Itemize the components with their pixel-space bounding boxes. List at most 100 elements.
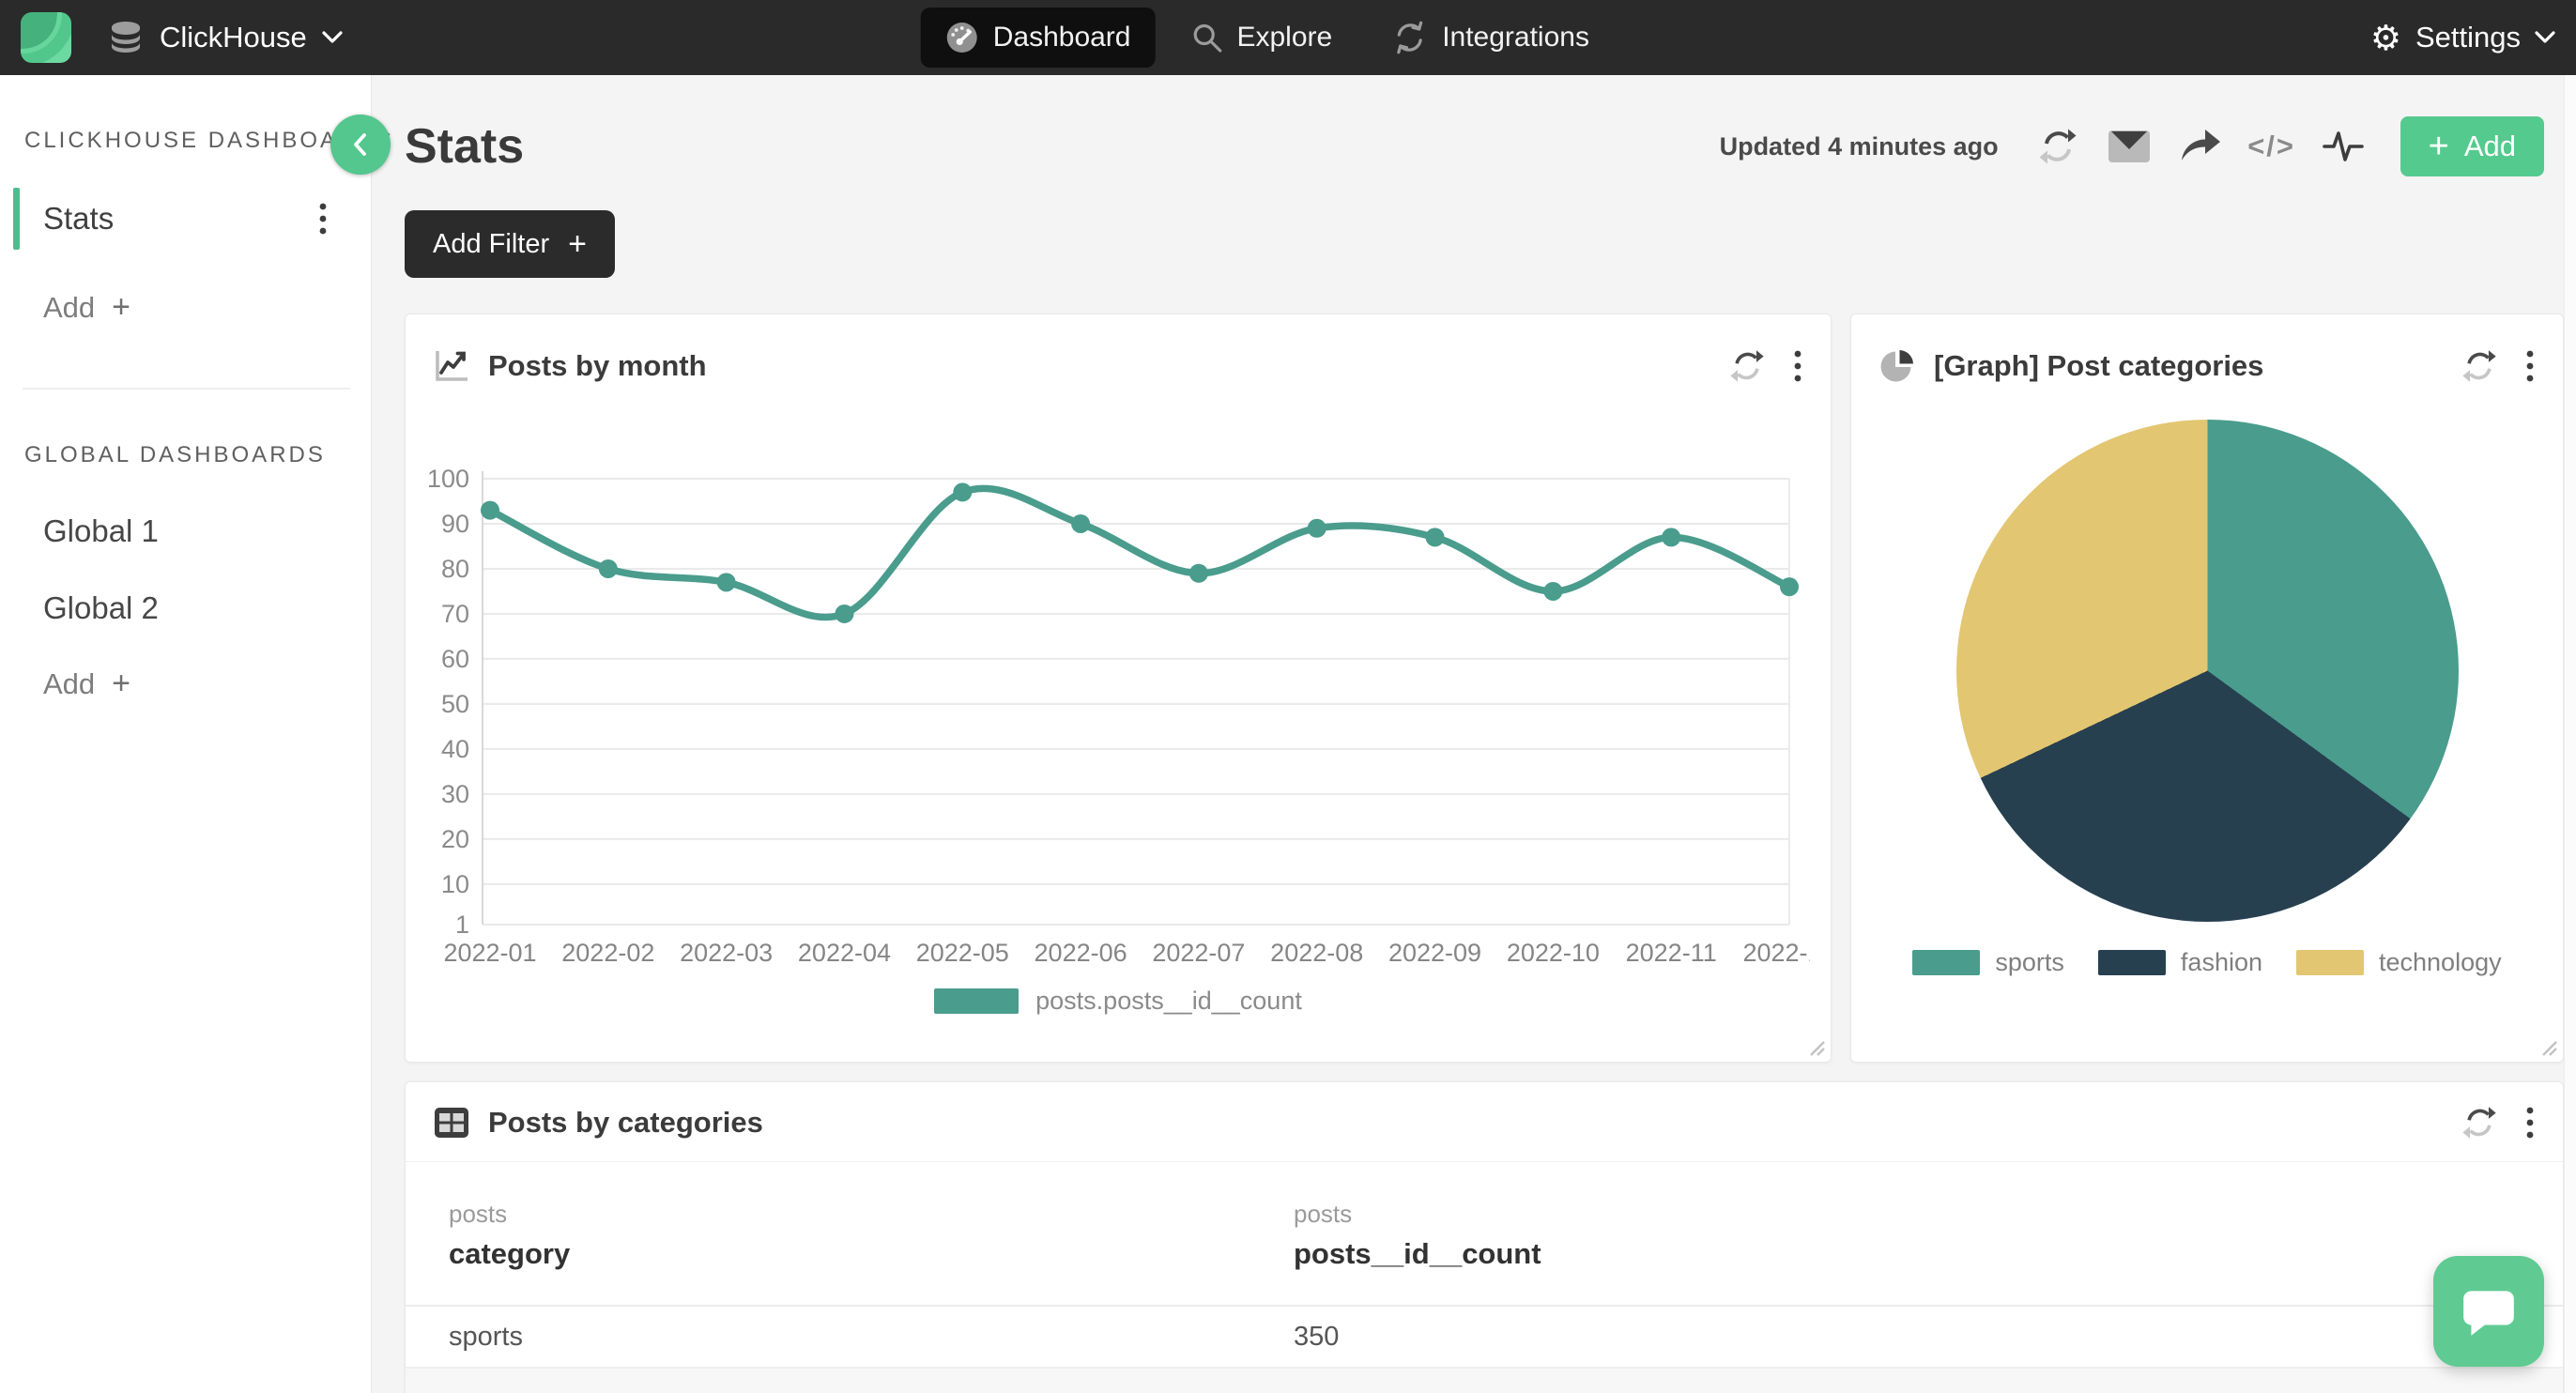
sidebar-item-global-1[interactable]: Global 1 [43, 513, 159, 548]
svg-text:40: 40 [441, 735, 469, 763]
dashboard-toolbar: Updated 4 minutes ago [1720, 116, 2544, 176]
svg-text:2022-01: 2022-01 [443, 939, 536, 967]
legend-label: technology [2379, 948, 2502, 976]
svg-text:2022-08: 2022-08 [1270, 939, 1363, 967]
legend-label: fashion [2180, 948, 2262, 976]
results-table: posts category posts posts__id__count sp… [406, 1162, 2563, 1393]
pie-chart-body: sports fashion technology [1851, 395, 2563, 977]
table-row: sports 350 [406, 1307, 2563, 1369]
chevron-down-icon [2535, 31, 2555, 44]
svg-text:2022-07: 2022-07 [1152, 939, 1245, 967]
sidebar-add-dashboard[interactable]: Add + [43, 289, 371, 326]
settings-label: Settings [2415, 21, 2521, 54]
kebab-menu-icon[interactable] [318, 202, 328, 236]
page-header: Stats Updated 4 minutes ago [405, 116, 2576, 176]
sidebar-collapse-button[interactable] [330, 115, 391, 175]
app-logo[interactable] [21, 12, 71, 63]
svg-text:1: 1 [455, 911, 469, 939]
share-button[interactable] [2171, 117, 2230, 176]
pie-chart[interactable] [1955, 420, 2459, 922]
main-content: Stats Updated 4 minutes ago [373, 75, 2576, 1393]
card-title: Posts by month [488, 349, 707, 382]
card-title: [Graph] Post categories [1934, 349, 2264, 382]
line-chart-icon [434, 349, 469, 383]
cell-category: sports [449, 1321, 523, 1352]
card-header: Posts by month [406, 314, 1831, 395]
refresh-button[interactable] [2029, 117, 2087, 176]
card-header: Posts by categories [406, 1082, 2563, 1162]
pie-legend-item-fashion[interactable]: fashion [2097, 948, 2262, 977]
cell-category: fashion [406, 1391, 1250, 1393]
table-row: fashion 329 [406, 1369, 2563, 1393]
nav-tabs: Dashboard Explore Integrations [920, 8, 1614, 68]
scrollbar[interactable] [2564, 75, 2576, 1393]
card-refresh-button[interactable] [1729, 348, 1765, 384]
legend-label: sports [1995, 948, 2064, 976]
cell-count: 329 [1250, 1391, 2563, 1393]
add-widget-button[interactable]: + Add [2400, 116, 2544, 176]
svg-text:2022-09: 2022-09 [1388, 939, 1481, 967]
svg-text:30: 30 [441, 780, 469, 808]
sidebar-add-global-dashboard[interactable]: Add + [43, 666, 371, 702]
card-refresh-button[interactable] [2461, 1105, 2497, 1140]
search-icon [1190, 22, 1222, 54]
line-chart[interactable]: 1 10 20 30 40 50 60 70 80 90 100 2022-01 2022-02 2022… [419, 421, 1831, 985]
resize-handle[interactable] [2539, 1038, 2558, 1057]
database-selector[interactable]: ClickHouse [107, 19, 343, 56]
sidebar-item-stats[interactable]: Stats [0, 188, 371, 250]
tab-label: Dashboard [992, 22, 1131, 53]
posts-by-month-card: Posts by month 1 10 20 30 40 50 [405, 314, 1832, 1063]
svg-text:2022-05: 2022-05 [916, 939, 1009, 967]
chat-bubble-icon [2459, 1283, 2519, 1339]
svg-text:70: 70 [441, 600, 469, 628]
sidebar-section-clickhouse-dashboards: CLICKHOUSE DASHBOARDS [24, 128, 394, 153]
pie-legend-item-technology[interactable]: technology [2296, 948, 2502, 977]
svg-text:2022-12: 2022-12 [1742, 939, 1810, 967]
tab-label: Integrations [1442, 22, 1589, 53]
chat-widget-button[interactable] [2433, 1256, 2544, 1367]
column-header-category[interactable]: posts category [449, 1200, 571, 1270]
plus-icon: + [2428, 127, 2449, 166]
tab-dashboard[interactable]: Dashboard [920, 8, 1156, 68]
svg-text:100: 100 [427, 465, 469, 493]
add-filter-label: Add Filter [433, 228, 550, 259]
svg-text:10: 10 [441, 870, 469, 898]
add-label: Add [43, 290, 96, 324]
legend-swatch [2097, 950, 2166, 975]
filter-row: Add Filter + [405, 210, 2576, 278]
card-kebab-menu[interactable] [1793, 349, 1802, 383]
card-kebab-menu[interactable] [2525, 1106, 2535, 1140]
svg-text:50: 50 [441, 690, 469, 718]
plus-icon: + [568, 226, 587, 262]
posts-by-categories-card: Posts by categories posts [405, 1081, 2564, 1393]
chevron-left-icon [351, 131, 370, 158]
sync-icon [1392, 20, 1428, 55]
activity-button[interactable] [2314, 117, 2372, 176]
database-icon [107, 19, 145, 56]
email-button[interactable] [2100, 117, 2158, 176]
legend-swatch [1912, 950, 1981, 975]
legend-label: posts.posts__id__count [1035, 987, 1302, 1015]
plus-icon: + [112, 666, 131, 701]
card-kebab-menu[interactable] [2525, 349, 2535, 383]
svg-text:80: 80 [441, 555, 469, 583]
pie-legend-item-sports[interactable]: sports [1912, 948, 2064, 977]
pie-chart-icon [1879, 348, 1915, 384]
settings-menu[interactable]: ⚙ Settings [2370, 21, 2555, 55]
embed-code-button[interactable]: </> [2243, 117, 2301, 176]
resize-handle[interactable] [1807, 1038, 1826, 1057]
top-nav: ClickHouse Dashboard [0, 0, 2576, 75]
tab-integrations[interactable]: Integrations [1368, 8, 1614, 68]
card-refresh-button[interactable] [2461, 348, 2497, 384]
card-title: Posts by categories [488, 1106, 763, 1139]
column-header-posts-id-count[interactable]: posts posts__id__count [1294, 1200, 1541, 1270]
sidebar-item-global-2[interactable]: Global 2 [43, 590, 159, 625]
svg-text:60: 60 [441, 645, 469, 673]
add-filter-button[interactable]: Add Filter + [405, 210, 615, 278]
tab-explore[interactable]: Explore [1166, 8, 1357, 68]
line-chart-legend[interactable]: posts.posts__id__count [406, 987, 1831, 1016]
svg-text:2022-06: 2022-06 [1035, 939, 1127, 967]
cards-row: Posts by month 1 10 20 30 40 50 [405, 314, 2576, 1063]
code-icon: </> [2247, 130, 2296, 162]
plus-icon: + [112, 289, 131, 325]
